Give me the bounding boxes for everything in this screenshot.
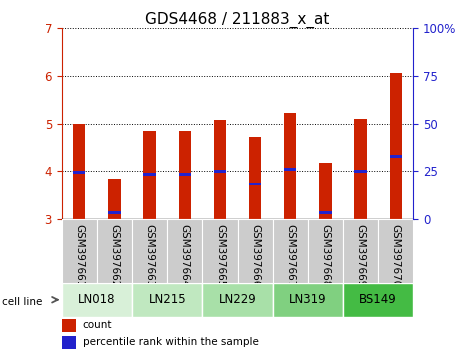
Text: GSM397667: GSM397667 [285,224,295,288]
Title: GDS4468 / 211883_x_at: GDS4468 / 211883_x_at [145,12,330,28]
Bar [179,173,191,176]
Text: LN319: LN319 [289,293,327,306]
Bar [238,219,273,283]
Bar [97,219,132,283]
Text: cell line: cell line [2,297,43,307]
Bar [308,219,343,283]
Bar [390,73,402,219]
Bar [390,155,402,158]
Bar [108,179,121,219]
Bar [202,219,238,283]
Bar [167,219,202,283]
Text: percentile rank within the sample: percentile rank within the sample [83,337,259,347]
Bar [132,219,167,283]
Bar [343,219,378,283]
Text: GSM397664: GSM397664 [180,224,190,288]
Bar [249,137,261,219]
Text: GSM397661: GSM397661 [74,224,85,288]
Bar [62,219,97,283]
Text: GSM397665: GSM397665 [215,224,225,288]
Text: LN229: LN229 [218,293,256,306]
Text: BS149: BS149 [359,293,397,306]
Bar [214,170,226,173]
Text: LN018: LN018 [78,293,115,306]
Bar [202,283,273,317]
Text: GSM397663: GSM397663 [144,224,155,288]
Text: LN215: LN215 [148,293,186,306]
Text: GSM397670: GSM397670 [390,224,401,287]
Bar [319,164,332,219]
Bar [214,120,226,219]
Bar [73,124,86,219]
Bar [62,319,76,332]
Bar [132,283,202,317]
Bar [319,211,332,214]
Bar [343,283,413,317]
Text: GSM397662: GSM397662 [109,224,120,288]
Bar [284,168,296,171]
Bar [284,113,296,219]
Bar [143,131,156,219]
Bar [62,283,132,317]
Bar [143,173,156,176]
Text: GSM397669: GSM397669 [355,224,366,288]
Bar [354,119,367,219]
Bar [354,170,367,173]
Text: count: count [83,320,113,330]
Bar [62,336,76,349]
Bar [273,283,343,317]
Bar [108,211,121,214]
Bar [73,171,86,174]
Bar [249,183,261,185]
Bar [378,219,413,283]
Bar [273,219,308,283]
Text: GSM397666: GSM397666 [250,224,260,288]
Bar [179,131,191,219]
Text: GSM397668: GSM397668 [320,224,331,288]
